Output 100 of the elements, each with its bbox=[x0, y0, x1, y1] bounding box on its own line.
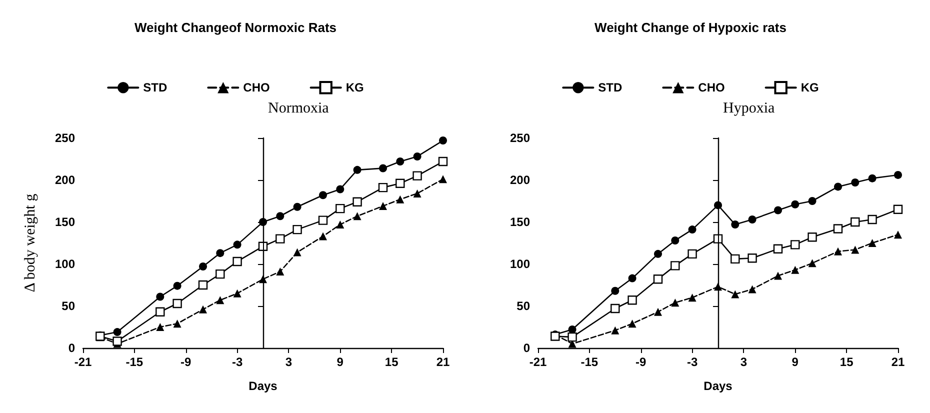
point bbox=[396, 158, 404, 166]
x-tick-label: -9 bbox=[180, 355, 192, 369]
point bbox=[628, 274, 636, 282]
point bbox=[670, 261, 680, 270]
point bbox=[319, 191, 327, 200]
point bbox=[568, 332, 577, 342]
point bbox=[173, 282, 182, 290]
point bbox=[199, 305, 207, 314]
point bbox=[868, 214, 877, 224]
y-tick-label: 0 bbox=[68, 341, 76, 355]
x-tick-label: -9 bbox=[636, 355, 647, 369]
point bbox=[113, 328, 122, 336]
point bbox=[173, 320, 182, 328]
point bbox=[413, 189, 422, 198]
point bbox=[748, 254, 757, 263]
x-tick-label: 3 bbox=[740, 355, 748, 369]
point bbox=[654, 250, 662, 258]
x-tick-label: 9 bbox=[336, 355, 344, 369]
x-tick-label: -15 bbox=[126, 355, 144, 369]
point bbox=[233, 240, 242, 249]
point bbox=[868, 239, 876, 247]
point bbox=[293, 248, 302, 256]
point bbox=[318, 216, 328, 225]
point bbox=[232, 256, 242, 266]
legend-label: KG bbox=[346, 80, 364, 95]
point bbox=[731, 290, 740, 298]
chart-subtitle: Normoxia bbox=[268, 100, 330, 116]
point bbox=[671, 236, 680, 244]
point bbox=[199, 262, 207, 271]
point bbox=[276, 268, 284, 276]
legend-label: STD bbox=[598, 80, 622, 95]
chart-title: Weight Changeof Normoxic Rats bbox=[134, 20, 337, 35]
x-tick-label: 21 bbox=[891, 355, 905, 369]
point bbox=[833, 224, 843, 234]
point bbox=[730, 254, 740, 264]
point bbox=[396, 178, 405, 188]
y-tick-label: 100 bbox=[510, 257, 530, 271]
point bbox=[688, 294, 696, 302]
y-tick-label: 50 bbox=[516, 299, 530, 313]
x-tick-label: 21 bbox=[436, 355, 450, 369]
point bbox=[628, 296, 637, 305]
point bbox=[216, 269, 225, 279]
y-tick-label: 0 bbox=[523, 341, 530, 355]
point bbox=[774, 272, 782, 280]
point bbox=[731, 220, 740, 229]
point bbox=[808, 259, 816, 268]
point bbox=[790, 240, 800, 250]
point bbox=[216, 249, 224, 258]
point bbox=[653, 274, 663, 284]
point bbox=[233, 289, 242, 298]
point bbox=[894, 170, 902, 179]
y-tick-label: 200 bbox=[54, 173, 76, 187]
y-tick-label: 150 bbox=[510, 215, 530, 229]
point bbox=[439, 136, 447, 145]
point bbox=[412, 171, 422, 180]
point bbox=[156, 307, 165, 316]
y-axis-title: Δ body weight g bbox=[22, 193, 38, 292]
point bbox=[352, 197, 362, 206]
point bbox=[611, 286, 620, 295]
x-tick-label: 3 bbox=[285, 355, 292, 369]
y-tick-label: 150 bbox=[54, 215, 76, 229]
point bbox=[894, 230, 902, 239]
point bbox=[292, 224, 302, 234]
point bbox=[791, 266, 800, 274]
x-tick-label: -21 bbox=[529, 355, 547, 369]
point bbox=[378, 182, 388, 192]
point bbox=[319, 232, 327, 240]
y-tick-label: 100 bbox=[54, 257, 76, 271]
point bbox=[748, 215, 756, 224]
point bbox=[748, 285, 756, 294]
x-tick-label: 15 bbox=[384, 355, 399, 369]
point bbox=[276, 212, 284, 220]
point bbox=[628, 320, 636, 328]
chart-title: Weight Change of Hypoxic rats bbox=[594, 20, 786, 35]
point bbox=[379, 202, 387, 210]
legend-label: KG bbox=[800, 80, 819, 95]
y-tick-label: 250 bbox=[54, 131, 76, 145]
point bbox=[112, 336, 122, 346]
point bbox=[439, 175, 447, 184]
point bbox=[808, 197, 816, 205]
point bbox=[156, 292, 164, 301]
point bbox=[172, 298, 182, 308]
x-tick-label: 15 bbox=[840, 355, 854, 369]
x-tick-label: -21 bbox=[74, 355, 92, 369]
point bbox=[791, 200, 800, 208]
point bbox=[851, 178, 860, 187]
x-tick-label: 9 bbox=[792, 355, 799, 369]
y-tick-label: 50 bbox=[62, 299, 76, 313]
point bbox=[293, 202, 302, 211]
x-tick-label: -15 bbox=[580, 355, 598, 369]
x-axis-title: Days bbox=[704, 379, 733, 393]
x-axis-title: Days bbox=[248, 379, 278, 393]
legend-label: STD bbox=[143, 80, 168, 95]
point bbox=[353, 166, 362, 174]
point bbox=[156, 323, 164, 331]
point bbox=[216, 296, 224, 304]
point bbox=[198, 280, 208, 290]
point bbox=[850, 217, 860, 227]
point bbox=[688, 226, 696, 234]
point bbox=[808, 232, 817, 242]
